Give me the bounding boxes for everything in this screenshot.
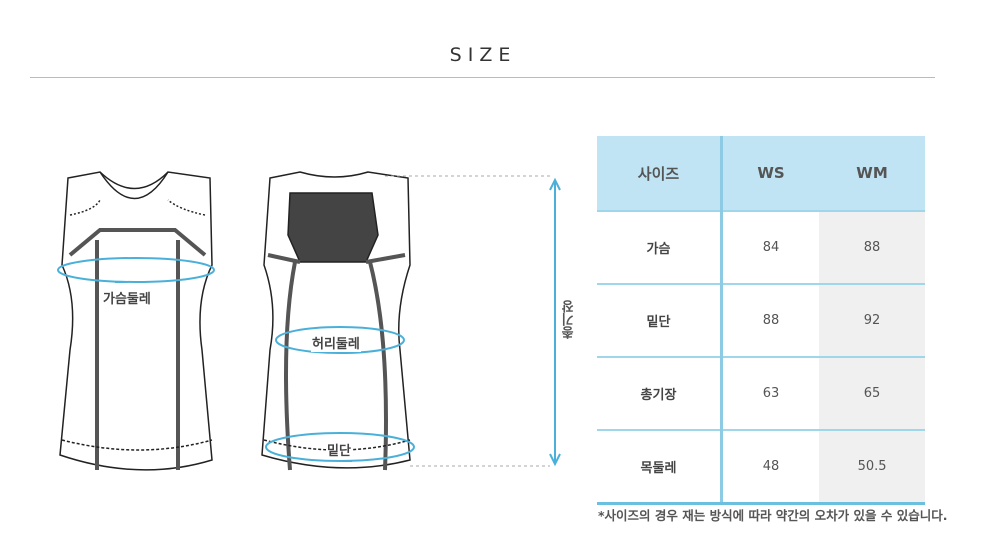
table-row: 목둘레 48 50.5 [597,429,925,505]
size-note: *사이즈의 경우 재는 방식에 따라 약간의 오차가 있을 수 있습니다. [598,508,948,523]
cell-ws: 88 [721,283,820,357]
header-ws: WS [721,136,820,211]
table-row: 밑단 88 92 [597,283,925,357]
row-label: 가슴 [597,210,723,284]
page-title: SIZE [449,44,517,66]
back-garment [261,171,411,469]
hem-measure [265,432,415,462]
waist-label: 허리둘레 [311,333,361,352]
cell-ws: 84 [721,210,820,284]
header-wm: WM [819,136,925,211]
size-table: 사이즈 WS WM 가슴 84 88 밑단 88 92 총기장 63 65 목둘… [597,136,925,505]
cell-wm: 65 [819,356,925,430]
cell-ws: 48 [721,429,820,505]
table-row: 총기장 63 65 [597,356,925,430]
cell-wm: 88 [819,210,925,284]
row-label: 총기장 [597,356,723,430]
cell-wm: 92 [819,283,925,357]
table-header: 사이즈 WS WM [597,136,925,211]
table-row: 가슴 84 88 [597,210,925,284]
chest-measure [57,257,215,283]
garment-illustration [57,171,561,471]
cell-ws: 63 [721,356,820,430]
hem-label: 밑단 [326,440,352,459]
front-garment [59,171,213,471]
header-size: 사이즈 [597,136,723,211]
divider [30,77,935,78]
cell-wm: 50.5 [819,429,925,505]
row-label: 목둘레 [597,429,723,505]
length-label: 총기장 [562,300,577,339]
row-label: 밑단 [597,283,723,357]
waist-measure [275,326,405,354]
chest-label: 가슴둘레 [102,288,152,307]
